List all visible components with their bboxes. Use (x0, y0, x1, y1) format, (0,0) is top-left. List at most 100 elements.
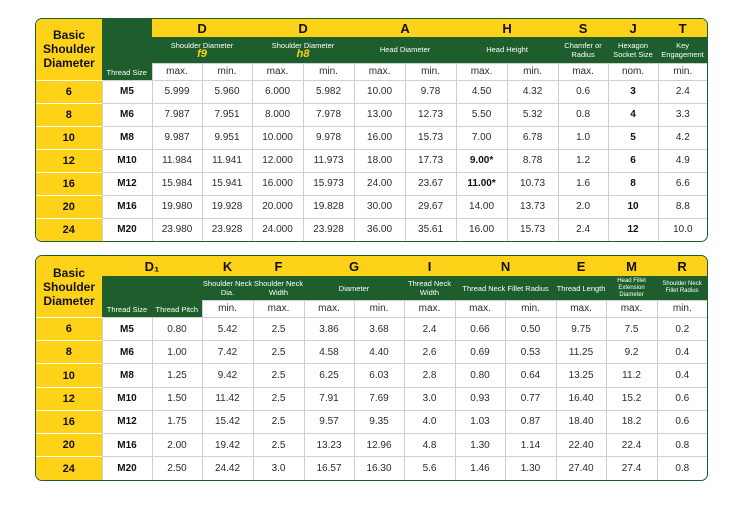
value-cell: 4.2 (657, 125, 707, 149)
value-cell: 2.0 (557, 194, 609, 218)
value-cell: 0.6 (656, 409, 707, 434)
value-cell: 4.40 (353, 340, 405, 364)
table-row: 6 M5 5.999 5.960 6.000 5.982 10.00 9.78 4.50 4.32… (36, 79, 707, 103)
value-cell: 2.6 (403, 340, 456, 364)
value-cell: 0.8 (656, 433, 707, 457)
thread-size-header: Thread Size (102, 276, 152, 318)
value-cell: 13.73 (506, 194, 559, 218)
value-cell: 7.951 (201, 102, 253, 126)
value-cell: 6.25 (303, 363, 355, 388)
value-cell: 19.42 (201, 433, 254, 457)
value-cell: 2.5 (252, 317, 305, 341)
value-cell: 15.984 (151, 171, 202, 195)
value-cell: 36.00 (353, 217, 406, 241)
value-cell: 5.42 (201, 317, 254, 341)
value-cell: 11.25 (555, 340, 607, 364)
value-cell: 10.000 (251, 125, 304, 149)
basic-diameter-cell: 12 (36, 386, 102, 411)
basic-diameter-cell: 6 (36, 79, 102, 103)
value-cell: 1.30 (454, 433, 506, 457)
value-cell: 19.980 (151, 194, 202, 218)
value-cell: 1.6 (557, 171, 609, 195)
sub-header: max. (353, 62, 406, 80)
sub-header: max. (251, 62, 304, 80)
thread-size-cell: M5 (101, 79, 152, 103)
value-cell: 5.960 (201, 79, 253, 103)
sub-header: min. (404, 62, 457, 80)
value-cell: 2.8 (403, 363, 456, 388)
table-row: 12 M10 11.984 11.941 12.000 11.973 18.00 17.73 9… (36, 148, 707, 172)
value-cell: 1.46 (454, 456, 506, 480)
value-cell: 15.941 (201, 171, 253, 195)
value-cell: 15.2 (605, 386, 658, 411)
sub-header: min. (353, 299, 405, 318)
sub-header: max. (303, 299, 355, 318)
sub-header: min. (657, 62, 707, 80)
value-cell: 22.4 (605, 433, 658, 457)
col-letter: R (657, 256, 707, 277)
value-cell: 4.32 (506, 79, 559, 103)
value-cell: 29.67 (404, 194, 457, 218)
thread-size-cell: M8 (101, 363, 152, 388)
value-cell: 0.50 (504, 317, 557, 341)
value-cell: 11.42 (201, 386, 254, 411)
basic-diameter-cell: 6 (36, 317, 102, 341)
value-cell: 23.928 (302, 217, 355, 241)
table-row: 8 M6 7.987 7.951 8.000 7.978 13.00 12.73 5.50 5.3… (36, 102, 707, 126)
value-cell: 1.25 (151, 363, 203, 388)
value-cell: 9.35 (353, 409, 405, 434)
col-letter: H (456, 19, 559, 37)
value-cell: 16.00 (353, 125, 406, 149)
col-letter: I (404, 256, 456, 277)
value-cell: 10.00 (353, 79, 406, 103)
basic-diameter-cell: 10 (36, 363, 102, 388)
value-cell: 17.73 (404, 148, 457, 172)
thread-size-cell: M10 (101, 386, 152, 411)
value-cell: 18.2 (605, 409, 658, 434)
dimensions-table-1: Basic Shoulder Diameter Thread Size D D … (35, 18, 708, 242)
value-cell: 16.00 (455, 217, 508, 241)
group-header: Shoulder Neck Fillet Radius (657, 276, 707, 301)
sub-header: max. (403, 299, 456, 318)
value-cell: 0.8 (557, 102, 609, 126)
value-cell: 19.828 (302, 194, 355, 218)
value-cell: 11.2 (605, 363, 658, 388)
thread-size-cell: M20 (101, 217, 152, 241)
table-row: 8 M6 1.00 7.42 2.5 4.58 4.40 2.6 0.69 0.53 11.25 9.… (36, 340, 707, 364)
value-cell: 6.03 (353, 363, 405, 388)
sub-header: max. (555, 299, 607, 318)
value-cell: 9.78 (404, 79, 457, 103)
value-cell: 20.000 (251, 194, 304, 218)
value-cell: 12.96 (353, 433, 405, 457)
value-cell: 3.3 (657, 102, 707, 126)
group-header: Diameter (304, 276, 405, 301)
value-cell: 9.951 (201, 125, 253, 149)
value-cell: 18.00 (353, 148, 406, 172)
value-cell: 8.8 (657, 194, 707, 218)
value-cell: 0.69 (454, 340, 506, 364)
value-cell: 10.0 (657, 217, 707, 241)
thread-size-cell: M5 (101, 317, 152, 341)
value-cell: 2.50 (151, 456, 203, 480)
value-cell: 8 (607, 171, 659, 195)
group-header: Shoulder Neck Dia. (202, 276, 254, 301)
value-cell: 18.40 (555, 409, 607, 434)
value-cell: 19.928 (201, 194, 253, 218)
value-cell: 16.30 (353, 456, 405, 480)
value-cell: 0.53 (504, 340, 557, 364)
thread-size-cell: M10 (101, 148, 152, 172)
value-cell: 4.9 (657, 148, 707, 172)
table-row: 24 M20 2.50 24.42 3.0 16.57 16.30 5.6 1.46 1.30 27… (36, 456, 707, 480)
value-cell: 1.03 (454, 409, 506, 434)
thread-size-cell: M12 (101, 409, 152, 434)
value-cell: 9.987 (151, 125, 202, 149)
value-cell: 9.57 (303, 409, 355, 434)
value-cell: 3.86 (303, 317, 355, 341)
col-letter: A (354, 19, 457, 37)
value-cell: 9.2 (605, 340, 658, 364)
value-cell: 30.00 (353, 194, 406, 218)
value-cell: 24.42 (201, 456, 254, 480)
value-cell: 15.73 (404, 125, 457, 149)
value-cell: 16.40 (555, 386, 607, 411)
sub-header: min. (302, 62, 355, 80)
